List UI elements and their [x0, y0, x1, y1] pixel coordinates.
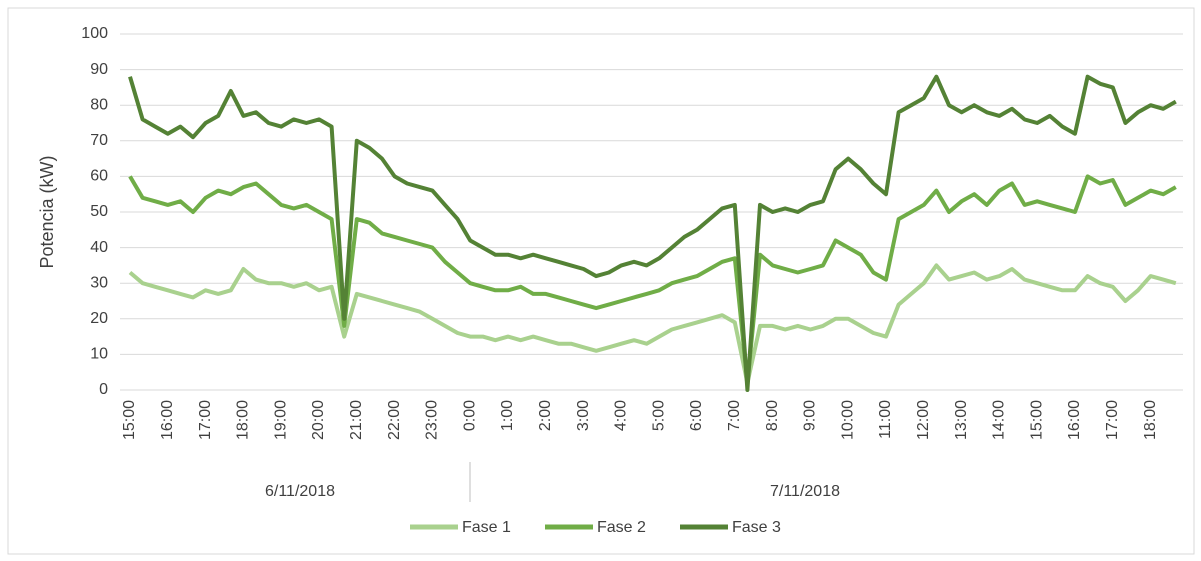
- x-tick-label: 4:00: [613, 400, 630, 431]
- y-tick-label: 0: [99, 381, 108, 398]
- y-tick-label: 90: [90, 61, 108, 78]
- x-tick-label: 6:00: [688, 400, 705, 431]
- x-tick-label: 16:00: [159, 400, 176, 440]
- y-tick-label: 20: [90, 310, 108, 327]
- x-tick-label: 11:00: [877, 400, 894, 439]
- y-tick-label: 30: [90, 274, 108, 291]
- x-tick-label: 21:00: [348, 400, 365, 440]
- x-tick-label: 1:00: [499, 400, 516, 431]
- legend-label: Fase 3: [732, 519, 781, 536]
- x-tick-label: 17:00: [197, 400, 214, 440]
- y-tick-label: 70: [90, 132, 108, 149]
- line: [128, 174, 1177, 385]
- x-tick-label: 16:00: [1066, 400, 1083, 440]
- y-tick-label: 80: [90, 96, 108, 113]
- x-group-label: 7/11/2018: [770, 483, 840, 500]
- x-tick-label: 18:00: [235, 400, 252, 440]
- x-tick-label: 18:00: [1142, 400, 1159, 440]
- x-group-label: 6/11/2018: [265, 483, 335, 500]
- x-tick-label: 23:00: [424, 400, 441, 440]
- x-tick-label: 19:00: [272, 400, 289, 440]
- x-tick-label: 10:00: [839, 400, 856, 440]
- x-tick-label: 13:00: [953, 400, 970, 440]
- x-tick-label: 8:00: [764, 400, 781, 431]
- y-tick-label: 40: [90, 239, 108, 256]
- y-axis-label: Potencia (kW): [37, 155, 57, 268]
- x-tick-label: 22:00: [386, 400, 403, 440]
- x-tick-label: 5:00: [650, 400, 667, 431]
- x-tick-label: 15:00: [121, 400, 138, 440]
- x-tick-label: 3:00: [575, 400, 592, 431]
- x-tick-label: 20:00: [310, 400, 327, 440]
- x-tick-label: 15:00: [1028, 400, 1045, 440]
- legend-label: Fase 1: [462, 519, 511, 536]
- x-tick-label: 12:00: [915, 400, 932, 440]
- y-tick-label: 10: [90, 346, 108, 363]
- x-tick-label: 9:00: [802, 400, 819, 431]
- chart-frame: [7, 7, 1195, 555]
- y-tick-label: 60: [90, 168, 108, 185]
- legend-label: Fase 2: [597, 519, 646, 536]
- x-tick-label: 0:00: [461, 400, 478, 431]
- x-tick-label: 17:00: [1104, 400, 1121, 440]
- x-tick-label: 14:00: [991, 400, 1008, 440]
- x-tick-label: 7:00: [726, 400, 743, 431]
- y-tick-label: 100: [81, 25, 108, 42]
- line: [128, 263, 1177, 385]
- y-tick-label: 50: [90, 203, 108, 220]
- line: [128, 74, 1177, 392]
- x-tick-label: 2:00: [537, 400, 554, 431]
